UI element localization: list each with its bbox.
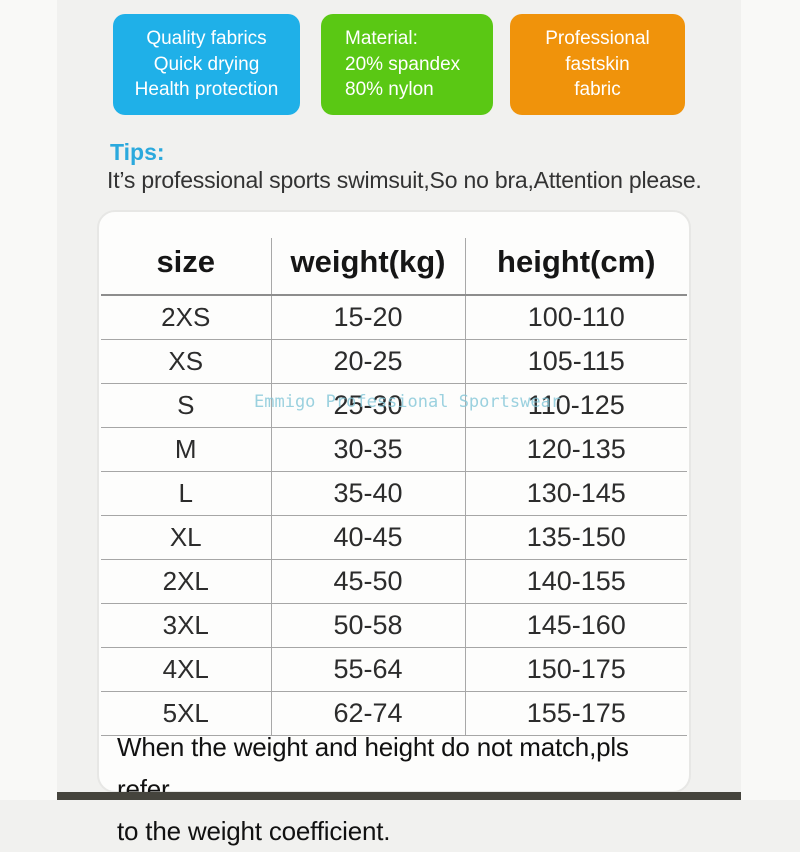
size-cell: L: [101, 471, 271, 516]
weight-cell: 55-64: [270, 647, 465, 692]
size-cell: M: [101, 427, 271, 472]
size-cell: 2XS: [101, 295, 271, 340]
page-gutter-left: [0, 0, 57, 800]
height-cell: 140-155: [464, 559, 687, 604]
size-cell: 2XL: [101, 559, 271, 604]
size-cell: XL: [101, 515, 271, 560]
badge-line: Quality fabrics: [146, 27, 267, 49]
table-row: 3XL 50-58 145-160: [101, 603, 687, 648]
badge-professional-fabric: Professional fastskin fabric: [510, 14, 685, 115]
weight-cell: 25-30: [270, 383, 465, 428]
badge-line: Health protection: [134, 79, 279, 101]
badge-line: Quick drying: [153, 53, 260, 75]
weight-cell: 30-35: [270, 427, 465, 472]
page-gutter-right: [741, 0, 800, 800]
badge-line: fabric: [574, 79, 621, 101]
height-cell: 150-175: [464, 647, 687, 692]
table-row: M 30-35 120-135: [101, 427, 687, 472]
bottom-separator-bar: [57, 792, 741, 800]
table-row: XL 40-45 135-150: [101, 515, 687, 560]
badge-line: Professional: [545, 27, 650, 49]
weight-cell: 15-20: [270, 295, 465, 340]
height-cell: 145-160: [464, 603, 687, 648]
table-row: XS 20-25 105-115: [101, 339, 687, 384]
table-row: 2XS 15-20 100-110: [101, 295, 687, 340]
size-cell: S: [101, 383, 271, 428]
table-row: S 25-30 110-125: [101, 383, 687, 428]
table-row: 4XL 55-64 150-175: [101, 647, 687, 692]
badge-material: Material: 20% spandex 80% nylon: [321, 14, 493, 115]
size-chart-panel: size weight(kg) height(cm) 2XS 15-20 100…: [97, 210, 691, 846]
tips-text: It’s professional sports swimsuit,So no …: [107, 167, 702, 193]
weight-cell: 45-50: [270, 559, 465, 604]
table-row: L 35-40 130-145: [101, 471, 687, 516]
size-cell: 3XL: [101, 603, 271, 648]
size-chart-table: size weight(kg) height(cm) 2XS 15-20 100…: [101, 238, 687, 736]
height-cell: 100-110: [464, 295, 687, 340]
weight-cell: 62-74: [270, 691, 465, 736]
size-cell: 5XL: [101, 691, 271, 736]
col-header-size: size: [101, 238, 271, 296]
weight-cell: 35-40: [270, 471, 465, 516]
badge-line: 80% nylon: [345, 79, 434, 101]
weight-cell: 50-58: [270, 603, 465, 648]
badge-line: 20% spandex: [345, 53, 461, 75]
height-cell: 120-135: [464, 427, 687, 472]
height-cell: 155-175: [464, 691, 687, 736]
height-cell: 110-125: [464, 383, 687, 428]
height-cell: 105-115: [464, 339, 687, 384]
size-cell: 4XL: [101, 647, 271, 692]
badge-line: fastskin: [565, 53, 630, 75]
badge-quality-fabrics: Quality fabrics Quick drying Health prot…: [113, 14, 300, 115]
weight-cell: 40-45: [270, 515, 465, 560]
height-cell: 135-150: [464, 515, 687, 560]
col-header-height: height(cm): [464, 238, 687, 296]
tips-heading: Tips:: [110, 139, 165, 165]
badge-line: Material:: [345, 27, 418, 49]
table-row: 2XL 45-50 140-155: [101, 559, 687, 604]
header-row: size weight(kg) height(cm): [101, 238, 687, 296]
weight-cell: 20-25: [270, 339, 465, 384]
footer-note-line: to the weight coefficient.: [117, 816, 391, 847]
col-header-weight: weight(kg): [270, 238, 465, 296]
footer-note: When the weight and height do not match,…: [117, 726, 683, 852]
table-row: 5XL 62-74 155-175: [101, 691, 687, 736]
height-cell: 130-145: [464, 471, 687, 516]
size-cell: XS: [101, 339, 271, 384]
